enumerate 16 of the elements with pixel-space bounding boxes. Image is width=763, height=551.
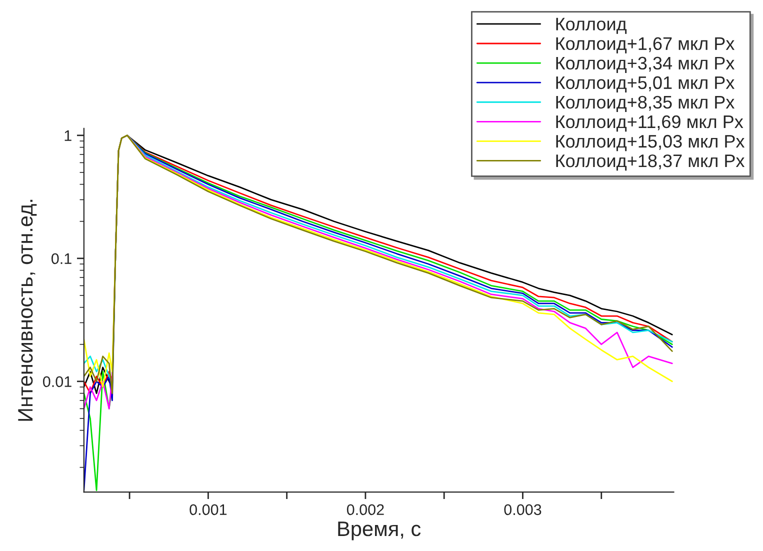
legend-label: Коллоид+11,69 мкл Px bbox=[556, 115, 744, 132]
legend-label: Коллоид bbox=[556, 18, 627, 34]
legend-label: Коллоид+18,37 мкл Px bbox=[556, 154, 745, 171]
y-tick-label: 1 bbox=[64, 130, 72, 141]
y-tick-label: 0.01 bbox=[42, 376, 72, 388]
legend-label: Коллоид+8,35 мкл Px bbox=[556, 96, 735, 112]
legend-label: Коллоид+5,01 мкл Px bbox=[556, 76, 735, 92]
y-tick-label: 0.1 bbox=[51, 253, 72, 264]
x-tick-label: 0.003 bbox=[504, 504, 542, 516]
legend-label: Коллоид+15,03 мкл Px bbox=[556, 134, 745, 152]
x-tick-label: 0.002 bbox=[346, 504, 384, 516]
x-axis-title: Время, с bbox=[338, 522, 421, 540]
y-axis-title: Интенсивность, отн.ед. bbox=[18, 200, 37, 421]
x-tick-label: 0.001 bbox=[190, 504, 227, 516]
legend-label: Коллоид+3,34 мкл Px bbox=[556, 56, 735, 73]
legend-label: Коллоид+1,67 мкл Px bbox=[556, 37, 735, 54]
